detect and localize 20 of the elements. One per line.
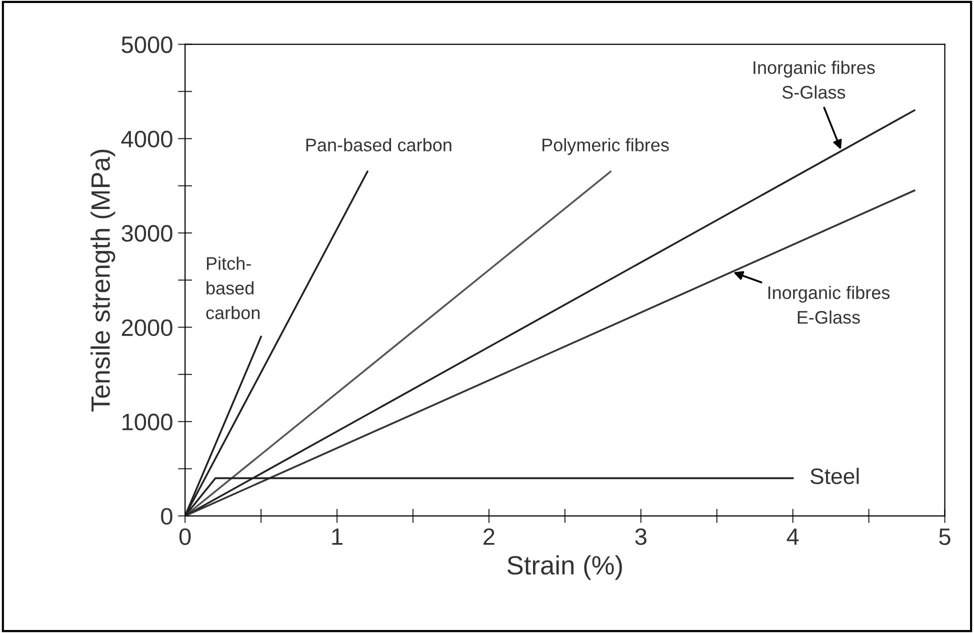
y-tick-label: 5000 bbox=[122, 36, 172, 54]
series-label: Pitch- based carbon bbox=[206, 256, 260, 320]
series-label: Inorganic fibres S-Glass bbox=[754, 60, 875, 99]
x-axis-title: Strain (%) bbox=[507, 555, 622, 580]
series-label: Inorganic fibres E-Glass bbox=[768, 286, 890, 324]
x-tick-label: 4 bbox=[786, 528, 799, 545]
series-label: Steel bbox=[810, 468, 859, 484]
x-tick-label: 3 bbox=[635, 528, 646, 546]
y-axis-title: Tensile strength (MPa) bbox=[90, 150, 116, 412]
series-label: Pan-based carbon bbox=[306, 138, 452, 152]
series-label: Polymeric fibres bbox=[542, 138, 669, 155]
y-tick-label: 0 bbox=[161, 508, 172, 525]
y-tick-label: 2000 bbox=[122, 319, 172, 336]
x-tick-label: 5 bbox=[939, 528, 950, 546]
x-tick-label: 2 bbox=[484, 528, 494, 545]
y-tick-label: 4000 bbox=[121, 130, 172, 148]
x-tick-label: 0 bbox=[179, 528, 191, 546]
x-tick-label: 1 bbox=[332, 528, 342, 545]
y-tick-label: 3000 bbox=[122, 225, 172, 242]
y-tick-label: 1000 bbox=[122, 414, 172, 430]
